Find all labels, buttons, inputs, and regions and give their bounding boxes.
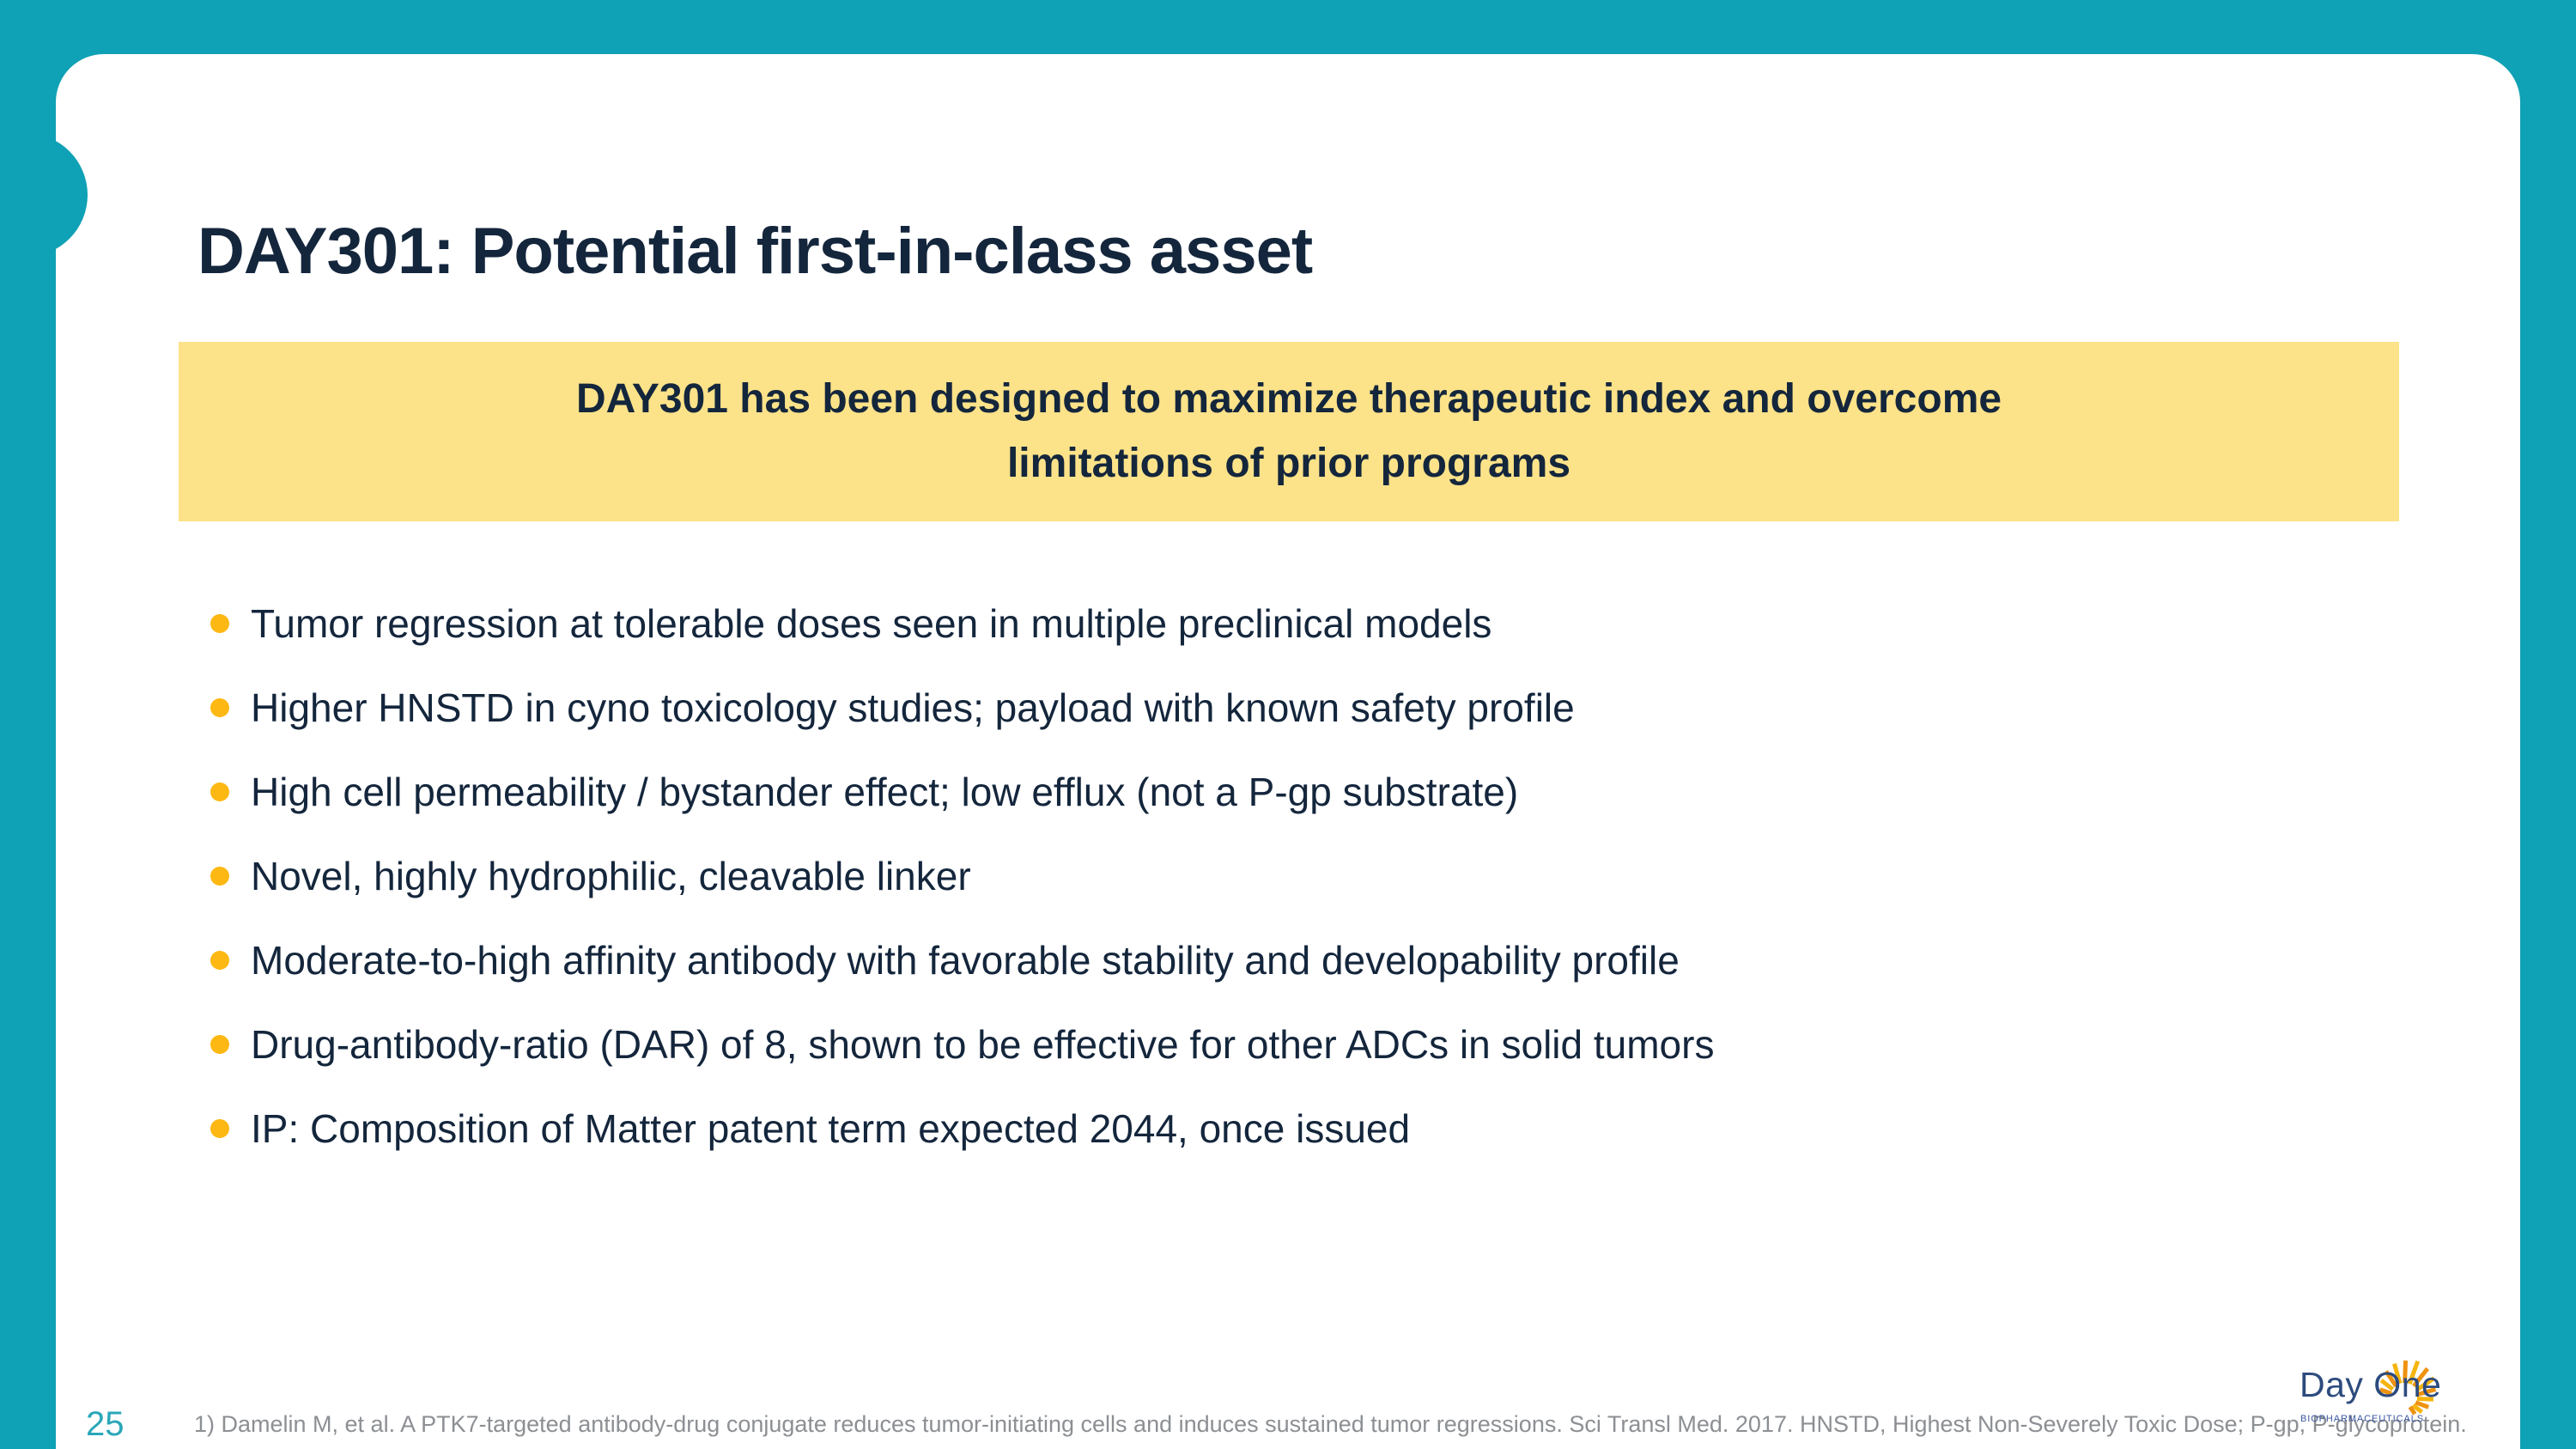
list-item: Novel, highly hydrophilic, cleavable lin… xyxy=(210,856,1714,896)
day-one-logo: Day One BIOPHARMACEUTICALS xyxy=(2300,1338,2480,1437)
content-card xyxy=(56,54,2520,1449)
highlight-banner: DAY301 has been designed to maximize the… xyxy=(179,342,2399,521)
bullet-text: Novel, highly hydrophilic, cleavable lin… xyxy=(251,854,971,898)
list-item: Higher HNSTD in cyno toxicology studies;… xyxy=(210,688,1714,728)
bullet-dot-icon xyxy=(210,1119,229,1138)
bullet-text: Higher HNSTD in cyno toxicology studies;… xyxy=(251,685,1575,730)
bullet-text: Tumor regression at tolerable doses seen… xyxy=(251,601,1492,646)
bullet-text: IP: Composition of Matter patent term ex… xyxy=(251,1106,1411,1151)
bullet-dot-icon xyxy=(210,1035,229,1054)
sunburst-icon xyxy=(2379,1360,2437,1416)
bullet-dot-icon xyxy=(210,782,229,801)
bullet-text: High cell permeability / bystander effec… xyxy=(251,770,1519,814)
list-item: Tumor regression at tolerable doses seen… xyxy=(210,604,1714,643)
highlight-line-2: limitations of prior programs xyxy=(1006,440,1571,486)
highlight-line-1: DAY301 has been designed to maximize the… xyxy=(575,376,2002,423)
bullet-text: Moderate-to-high affinity antibody with … xyxy=(251,938,1680,983)
bullet-dot-icon xyxy=(210,867,229,886)
bullet-text: Drug-antibody-ratio (DAR) of 8, shown to… xyxy=(251,1022,1715,1067)
bullet-list: Tumor regression at tolerable doses seen… xyxy=(210,604,1714,1193)
logo-brand-text: Day One xyxy=(2300,1365,2442,1404)
bullet-dot-icon xyxy=(210,951,229,970)
bullet-dot-icon xyxy=(210,614,229,633)
page-number: 25 xyxy=(86,1405,125,1443)
page-title: DAY301: Potential first-in-class asset xyxy=(197,214,1313,288)
footnote: 1) Damelin M, et al. A PTK7-targeted ant… xyxy=(194,1411,2467,1437)
list-item: High cell permeability / bystander effec… xyxy=(210,772,1714,812)
list-item: IP: Composition of Matter patent term ex… xyxy=(210,1109,1714,1148)
logo-subtext: BIOPHARMACEUTICALS xyxy=(2300,1414,2424,1424)
list-item: Drug-antibody-ratio (DAR) of 8, shown to… xyxy=(210,1025,1714,1064)
list-item: Moderate-to-high affinity antibody with … xyxy=(210,941,1714,980)
bullet-dot-icon xyxy=(210,698,229,717)
